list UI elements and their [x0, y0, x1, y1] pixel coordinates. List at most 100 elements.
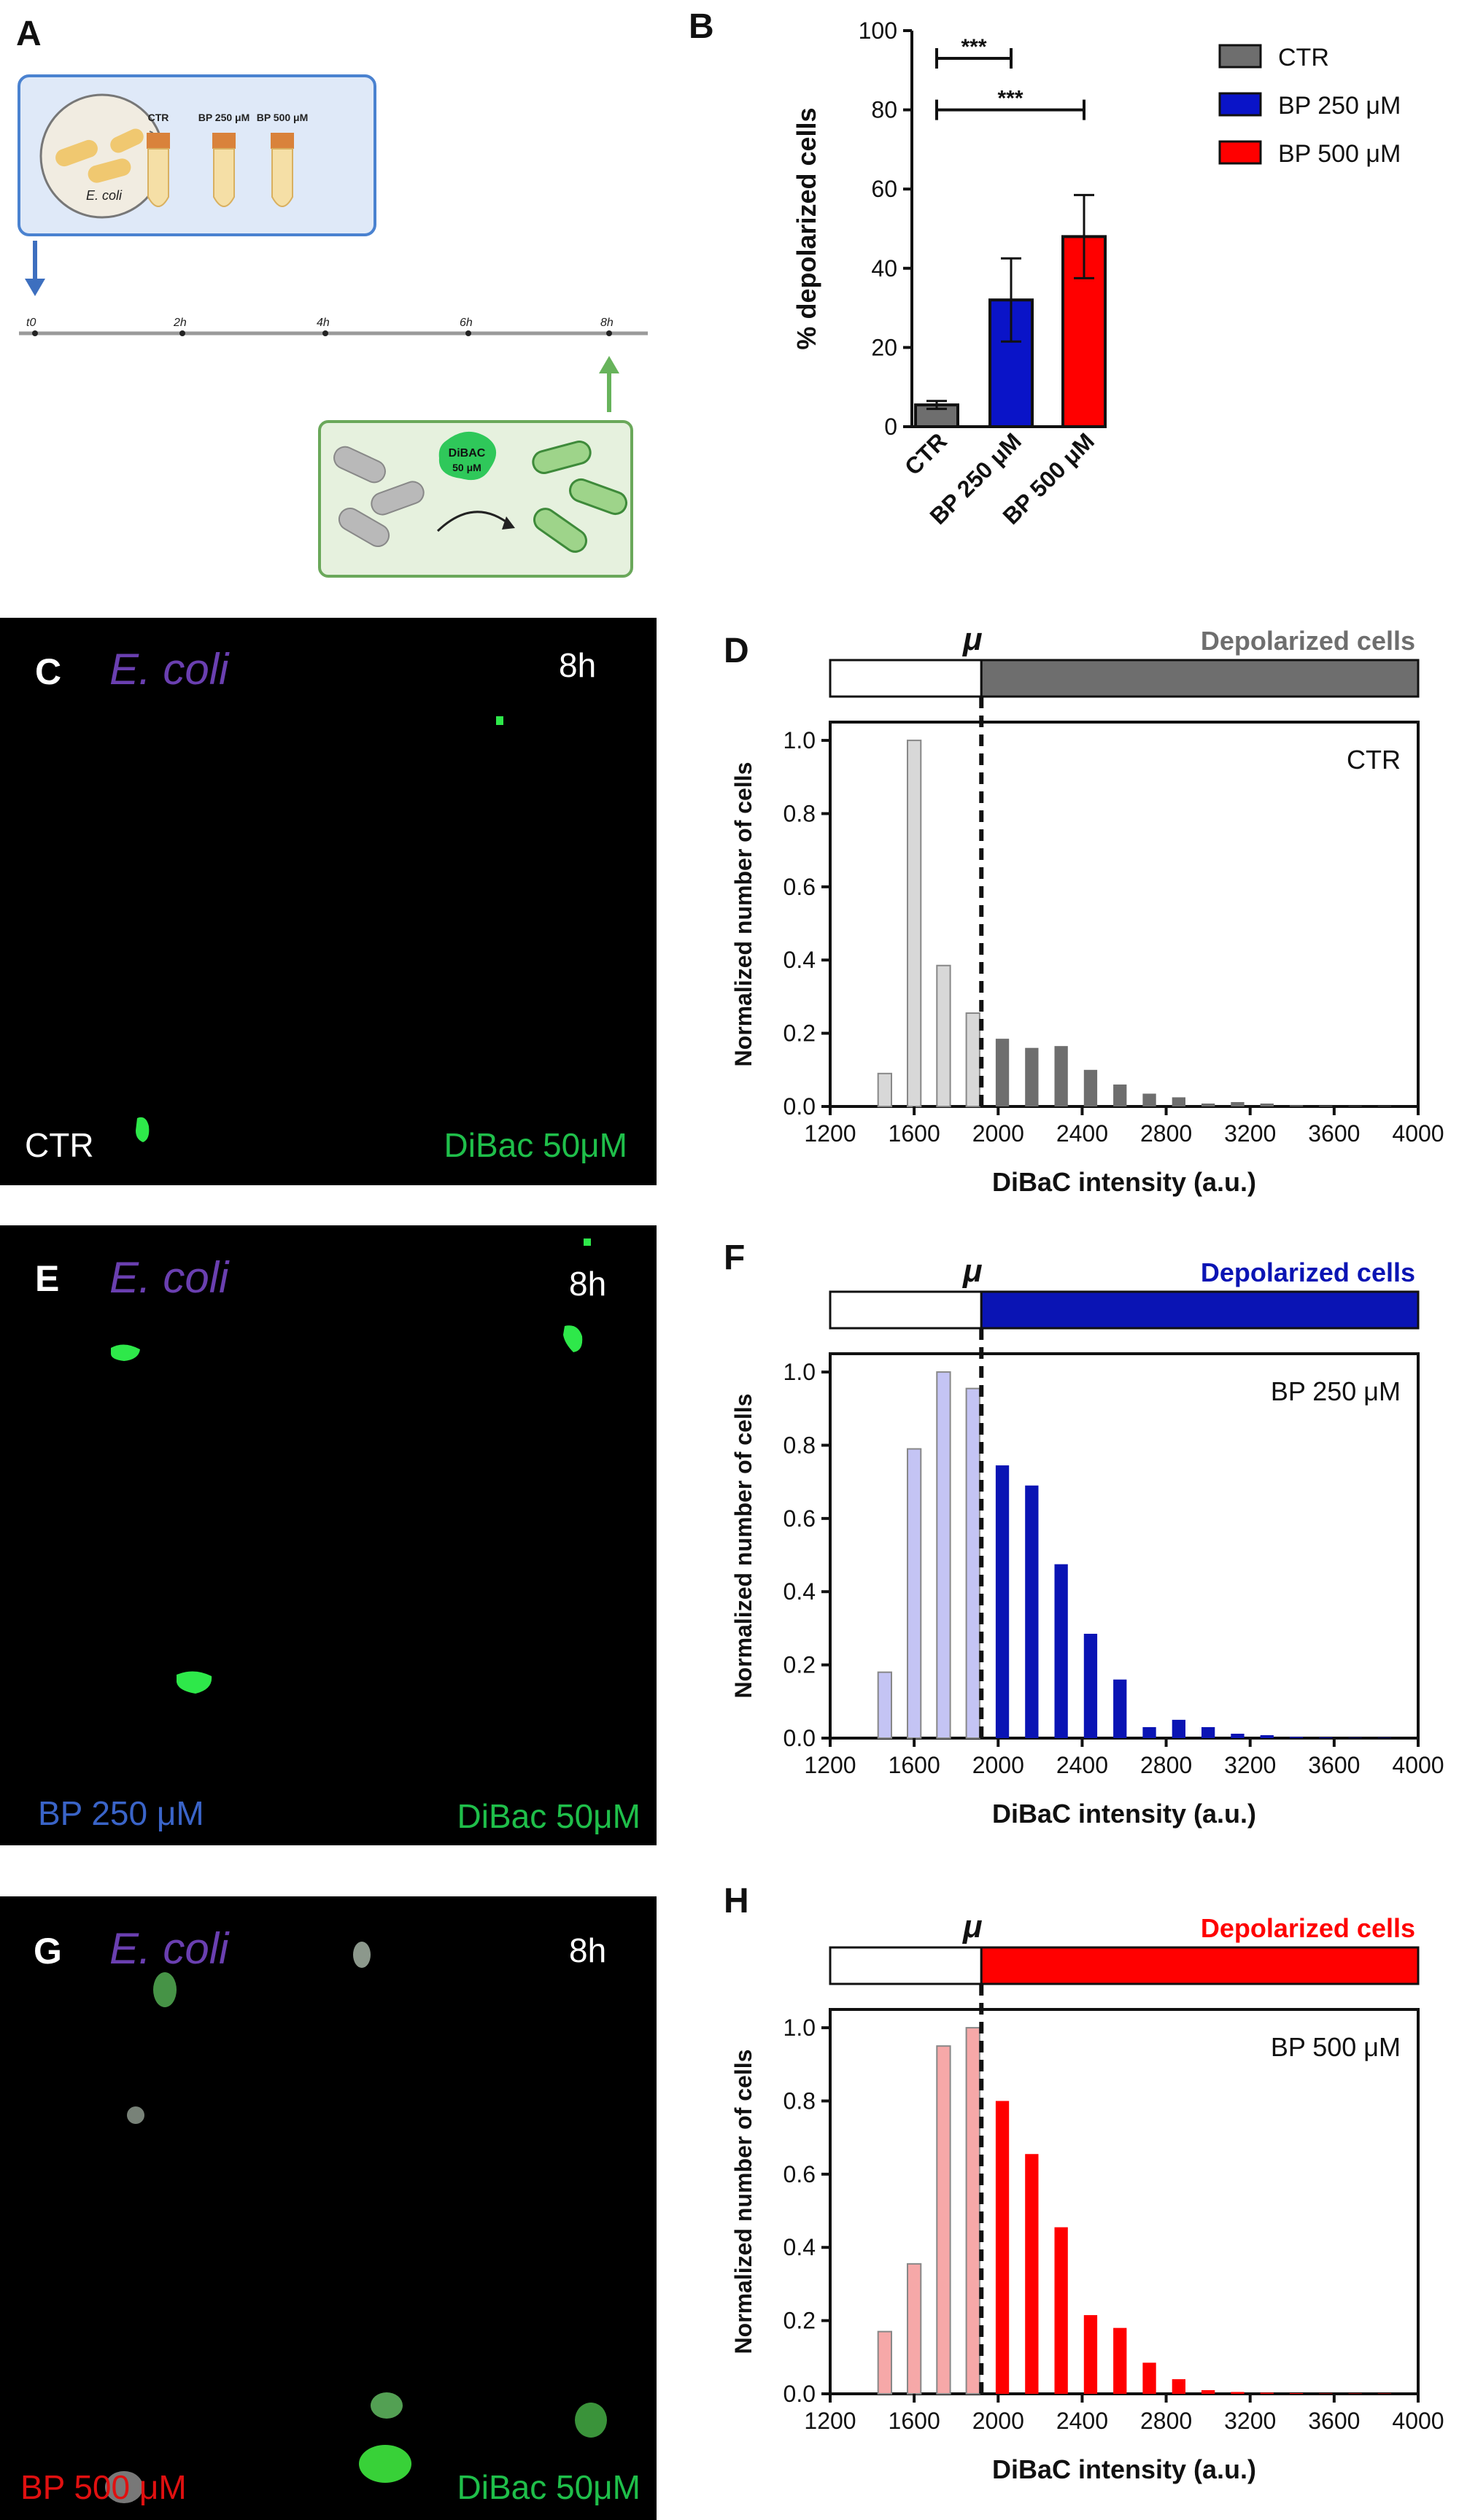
histogram-bar: [936, 2045, 951, 2395]
panel-f: F Depolarized cells μ 0.0 0.2 0.4 0.6 0.8 1.0 12…: [724, 1238, 1444, 1829]
y-tick-label: 0.0: [783, 2381, 816, 2407]
indicator-bar-polarized: [829, 659, 983, 698]
histogram-bar: [1083, 1633, 1098, 1738]
panel-letter-h: H: [724, 1882, 749, 1920]
x-tick-label: 2400: [1056, 1752, 1108, 1778]
y-tick-label: 0.6: [783, 2161, 816, 2187]
condition-annotation: BP 500 μM: [1271, 2032, 1401, 2062]
tube-icon-bp500: [271, 133, 294, 207]
histogram-bar: [1231, 1101, 1245, 1106]
histogram-bar: [1260, 1734, 1274, 1738]
x-tick-label: 1200: [804, 1752, 856, 1778]
histogram-bar: [1142, 2362, 1156, 2394]
histogram-bar: [1377, 2393, 1392, 2394]
indicator-bar-polarized: [829, 1946, 983, 1985]
x-tick-label: 3200: [1224, 1752, 1276, 1778]
y-tick-label: 1.0: [783, 727, 816, 753]
depolarized-label: Depolarized cells: [1201, 1257, 1415, 1287]
y-tick-label: 0.0: [783, 1093, 816, 1120]
tube-label-bp250: BP 250 μM: [198, 112, 250, 123]
mu-label: μ: [961, 1909, 983, 1945]
depolarized-label: Depolarized cells: [1201, 626, 1415, 656]
x-tick-label: 3200: [1224, 2408, 1276, 2434]
y-tick-label: 40: [871, 255, 897, 282]
histogram-bar: [1172, 1719, 1185, 1738]
panel-letter-f: F: [724, 1238, 745, 1277]
gray-bacteria-icon: [333, 446, 425, 547]
histogram-bar: [1172, 2379, 1185, 2394]
histogram-bar: [1289, 2392, 1304, 2394]
micrograph-ctr-dye: DiBac 50μM: [444, 1126, 627, 1164]
bar: [1061, 235, 1107, 428]
y-tick-label: 0.0: [783, 1725, 816, 1751]
indicator-bar-depolarized: [980, 659, 1420, 698]
panel-h: H Depolarized cells μ 0.0 0.2 0.4 0.6 0.8 1.0 12…: [724, 1882, 1444, 2484]
panel-letter-c: C: [35, 651, 61, 692]
curved-arrow-icon: [436, 511, 511, 532]
timeline-label-8h: 8h: [600, 317, 614, 329]
x-tick-label: 2800: [1140, 2408, 1192, 2434]
x-tick-label: 4000: [1392, 2408, 1444, 2434]
histogram-bar: [1201, 2389, 1215, 2394]
micrograph-ctr-time: 8h: [559, 646, 596, 684]
legend-swatch: [1218, 92, 1262, 117]
micrograph-bp250: E E. coli 8h BP 250 μM DiBac 50μM: [0, 1225, 657, 1845]
y-axis-title: Normalized number of cells: [730, 2050, 756, 2354]
y-axis-title: Normalized number of cells: [730, 1394, 756, 1699]
y-tick-label: 1.0: [783, 1359, 816, 1385]
histogram-bar: [1231, 2392, 1245, 2394]
timeline-dot-8h: [606, 330, 612, 336]
micrograph-ctr-image: [0, 618, 657, 1185]
y-tick-label: 0.2: [783, 1020, 816, 1047]
histogram-bar: [1289, 1105, 1304, 1106]
histogram-bar: [1201, 1726, 1215, 1738]
plot-frame: [829, 1352, 1420, 1740]
tube-label-bp500: BP 500 μM: [257, 112, 309, 123]
y-tick-label: 0.4: [783, 1578, 816, 1605]
histogram-bar: [1319, 1737, 1333, 1738]
micrograph-bp250-dye: DiBac 50μM: [457, 1797, 641, 1835]
x-tick-label: 1200: [804, 1120, 856, 1147]
indicator-bar-polarized: [829, 1290, 983, 1330]
y-tick-label: 60: [871, 176, 897, 202]
legend-swatch: [1218, 140, 1262, 165]
y-tick-label: 0.8: [783, 2087, 816, 2114]
micrograph-ctr-organism: E. coli: [109, 645, 230, 694]
x-tick-label: 2000: [972, 2408, 1024, 2434]
significance-label: ***: [961, 35, 986, 59]
histogram-bar: [1054, 2227, 1068, 2394]
histogram-bar: [1231, 1733, 1245, 1738]
dish-label: E. coli: [86, 188, 123, 203]
panel-letter-e: E: [35, 1258, 59, 1299]
x-tick-label: CTR: [899, 427, 952, 480]
x-tick-label: 2400: [1056, 2408, 1108, 2434]
panel-b: B 0 20 40 60 80 100 % depolarized cells CTR BP 2…: [689, 7, 1401, 530]
timeline-label-2h: 2h: [173, 317, 187, 329]
y-tick-label: 80: [871, 97, 897, 123]
histogram-bar: [995, 1465, 1010, 1738]
up-arrow-icon: [599, 356, 619, 412]
legend-label: BP 250 μM: [1278, 92, 1401, 120]
timeline-dot-6h: [465, 330, 471, 336]
panel-letter-g: G: [34, 1931, 62, 1972]
histogram-bar: [965, 1387, 980, 1739]
histogram-bar: [1201, 1103, 1215, 1106]
legend-swatch: [1218, 44, 1262, 69]
histogram-bar: [1142, 1726, 1156, 1738]
x-tick-label: 1200: [804, 2408, 856, 2434]
y-tick-label: 0.6: [783, 1505, 816, 1532]
x-axis-title: DiBaC intensity (a.u.): [992, 1799, 1256, 1829]
y-tick-label: 0.8: [783, 800, 816, 826]
histogram-bar: [1348, 1737, 1362, 1738]
indicator-bar-depolarized: [980, 1290, 1420, 1330]
timeline-label-6h: 6h: [460, 317, 473, 329]
x-tick-label: 2000: [972, 1120, 1024, 1147]
x-axis-title: DiBaC intensity (a.u.): [992, 1167, 1256, 1197]
timeline-label-t0: t0: [26, 317, 36, 329]
micrograph-bp250-image: [0, 1225, 657, 1845]
green-bacteria-icon: [532, 441, 627, 553]
down-arrow-icon: [25, 241, 45, 296]
tube-icon-bp250: [212, 133, 236, 207]
histogram-bar: [1289, 1737, 1304, 1738]
x-tick-label: 2000: [972, 1752, 1024, 1778]
